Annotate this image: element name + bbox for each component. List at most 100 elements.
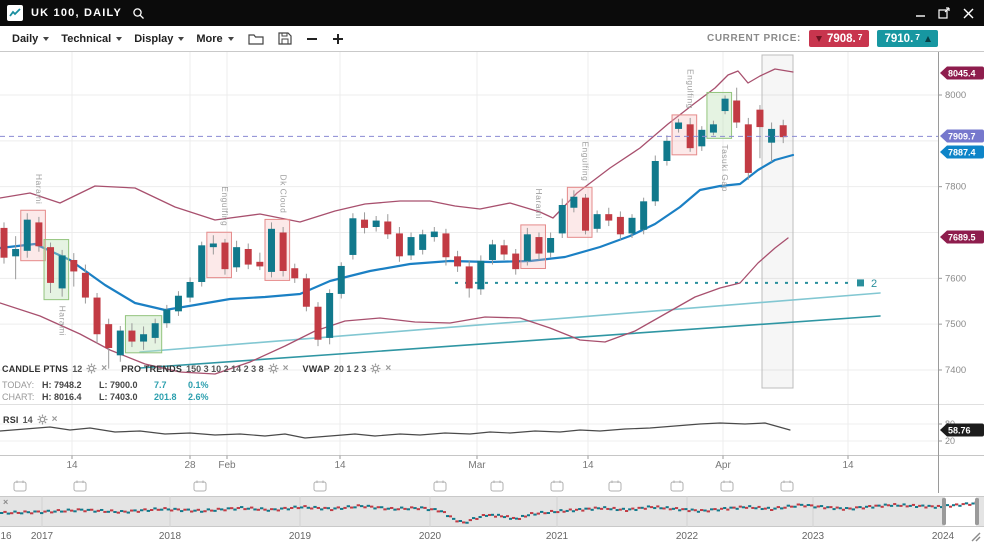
candlestick-bear bbox=[756, 109, 764, 128]
date-axis-label: 14 bbox=[582, 460, 594, 471]
gear-icon[interactable] bbox=[370, 363, 381, 374]
title-bar: UK 100, DAILY bbox=[0, 0, 984, 26]
candlestick-bear bbox=[81, 272, 89, 298]
remove-indicator-icon[interactable]: × bbox=[101, 362, 108, 374]
candlestick-bull bbox=[488, 244, 496, 260]
candlestick-bear bbox=[384, 221, 392, 235]
calendar-event-icon[interactable] bbox=[550, 480, 564, 492]
calendar-event-icon[interactable] bbox=[490, 480, 504, 492]
lower-band-line bbox=[0, 237, 789, 375]
candlestick-bull bbox=[209, 243, 217, 248]
navigator-left-handle[interactable] bbox=[942, 498, 946, 525]
pattern-label: Engulfing bbox=[220, 186, 230, 226]
candlestick-bull bbox=[267, 228, 275, 272]
candlestick-bull bbox=[233, 247, 241, 268]
zoom-in-icon[interactable] bbox=[332, 33, 344, 45]
calendar-event-icon[interactable] bbox=[608, 480, 622, 492]
price-axis-label: 7800 bbox=[945, 182, 966, 193]
gear-icon[interactable] bbox=[37, 414, 48, 425]
stats-change: 201.8 bbox=[154, 392, 177, 402]
remove-indicator-icon[interactable]: × bbox=[282, 362, 289, 374]
candlestick-bear bbox=[500, 245, 508, 255]
calendar-event-icon[interactable] bbox=[73, 480, 87, 492]
chevron-down-icon bbox=[227, 37, 234, 41]
candlestick-bull bbox=[186, 281, 194, 298]
indicator-vwap[interactable]: VWAP 20 1 2 3 × bbox=[303, 362, 392, 374]
year-axis-label: 2017 bbox=[31, 531, 54, 542]
indicator-candle-patterns[interactable]: CANDLE PTNS 12 × bbox=[2, 363, 107, 374]
remove-indicator-icon[interactable]: × bbox=[385, 362, 392, 374]
candlestick-bear bbox=[221, 242, 229, 270]
vwap-lower-line bbox=[139, 315, 881, 369]
price-badge-text: 7689.5 bbox=[948, 233, 976, 243]
menu-display[interactable]: Display bbox=[134, 33, 185, 45]
candlestick-bull bbox=[58, 255, 66, 289]
vwap-upper-line bbox=[139, 292, 881, 353]
price-badge-text: 7909.7 bbox=[948, 132, 976, 142]
pattern-label: Harami bbox=[34, 174, 44, 204]
minimize-icon[interactable] bbox=[916, 8, 926, 18]
date-axis-label: 28 bbox=[184, 460, 196, 471]
candlestick-bear bbox=[291, 268, 299, 279]
calendar-event-icon[interactable] bbox=[433, 480, 447, 492]
menu-timeframe[interactable]: Daily bbox=[12, 33, 50, 45]
navigator-selection[interactable] bbox=[945, 497, 976, 526]
gear-icon[interactable] bbox=[268, 363, 279, 374]
stats-chart-row: CHART: H: 8016.4 L: 7403.0 201.8 2.6% bbox=[2, 391, 209, 403]
calendar-event-icon[interactable] bbox=[13, 480, 27, 492]
navigator-right-handle[interactable] bbox=[975, 498, 979, 525]
candlestick-bear bbox=[744, 124, 752, 173]
calendar-event-icon[interactable] bbox=[780, 480, 794, 492]
pattern-label: Engulfing bbox=[685, 69, 695, 109]
rsi-indicator-legend[interactable]: RSI 14 × bbox=[3, 414, 57, 425]
rsi-value-badge-text: 58.76 bbox=[948, 426, 971, 436]
candlestick-bull bbox=[140, 334, 148, 342]
calendar-event-icon[interactable] bbox=[720, 480, 734, 492]
zoom-out-icon[interactable] bbox=[306, 33, 318, 45]
candlestick-bull bbox=[640, 201, 648, 230]
menu-more-label: More bbox=[196, 32, 223, 45]
indicator-params: 12 bbox=[72, 363, 83, 374]
search-icon[interactable] bbox=[132, 7, 145, 20]
resize-handle-icon[interactable] bbox=[971, 532, 981, 542]
calendar-event-icon[interactable] bbox=[313, 480, 327, 492]
indicator-pro-trends[interactable]: PRO TRENDS 150 3 10 2 14 2 3 8 × bbox=[121, 362, 289, 374]
stats-row-label: TODAY: bbox=[2, 380, 35, 390]
calendar-event-icon[interactable] bbox=[670, 480, 684, 492]
sell-price-value: 7908. bbox=[826, 32, 856, 45]
pattern-label: Harami bbox=[57, 306, 67, 336]
candlestick-bull bbox=[477, 260, 485, 290]
candlestick-bear bbox=[105, 324, 113, 348]
price-axis-label: 7500 bbox=[945, 319, 966, 330]
candlestick-bear bbox=[686, 124, 694, 149]
rsi-value-badge bbox=[940, 423, 984, 437]
menu-more[interactable]: More bbox=[196, 32, 234, 45]
save-icon[interactable] bbox=[278, 32, 292, 45]
buy-price-button[interactable]: 7910. 7 bbox=[877, 30, 938, 47]
gear-icon[interactable] bbox=[86, 363, 97, 374]
pattern-label: Dk Cloud bbox=[278, 174, 288, 213]
price-badge bbox=[940, 66, 984, 80]
candlestick-bull bbox=[709, 124, 717, 133]
date-axis-label: Mar bbox=[468, 460, 486, 471]
buy-price-value: 7910. bbox=[884, 32, 914, 45]
open-folder-icon[interactable] bbox=[248, 32, 264, 45]
candlestick-bear bbox=[605, 214, 613, 221]
candlestick-bull bbox=[547, 237, 555, 253]
remove-indicator-icon[interactable]: × bbox=[51, 413, 58, 425]
popout-window-icon[interactable] bbox=[938, 7, 951, 19]
year-axis-label: 16 bbox=[0, 531, 12, 542]
price-badge-text: 7887.4 bbox=[948, 148, 976, 158]
navigator-close-icon[interactable]: × bbox=[3, 497, 9, 507]
calendar-event-icon[interactable] bbox=[193, 480, 207, 492]
menu-technical[interactable]: Technical bbox=[61, 33, 123, 45]
price-badge bbox=[940, 145, 984, 159]
sell-price-button[interactable]: 7908. 7 bbox=[808, 30, 870, 47]
navigator-track[interactable] bbox=[0, 496, 984, 527]
close-icon[interactable] bbox=[963, 8, 974, 19]
resize-handle-icon[interactable] bbox=[975, 536, 981, 542]
year-axis-label: 2020 bbox=[419, 531, 442, 542]
candlestick-bear bbox=[465, 266, 473, 289]
